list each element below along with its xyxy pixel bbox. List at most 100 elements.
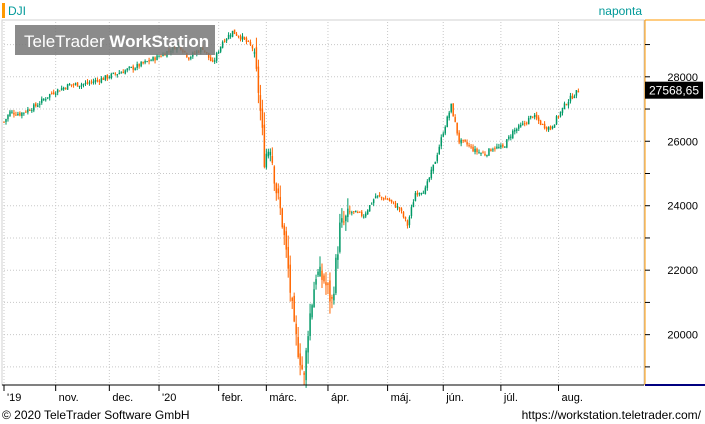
candle-body [112,72,115,74]
candle-body [41,98,43,103]
candle-body [120,72,123,74]
candle-body [382,197,385,200]
candle-body [478,152,480,154]
candle-body [351,212,353,214]
candle-body [518,125,520,129]
candle-body [309,313,311,337]
series-accent-bar [2,3,5,18]
candle-body [78,85,81,88]
candle-body [223,40,226,42]
watermark: TeleTrader WorkStation [24,32,209,51]
candle-body [150,60,152,62]
x-tick-label: febr. [222,392,243,404]
candle-body [412,202,415,208]
candle-body [251,45,254,49]
candle-body [124,70,126,74]
candle-body [543,123,546,129]
last-value-marker: 27568,65 [645,81,703,99]
candle-body [243,37,246,39]
candle-body [104,75,107,80]
candle-body [92,81,95,83]
candle-body [245,38,248,42]
candle-body [102,78,105,80]
candle-body [283,225,285,236]
candle-body [277,188,280,194]
candle-body [545,127,548,130]
candle-body [94,80,97,83]
candle-body [559,111,562,117]
x-tick-label: júl. [503,392,518,404]
candle-body [227,34,230,40]
series-title: DJI [8,4,26,18]
candle-body [339,222,341,252]
candle-body [361,211,363,216]
x-tick-label: nov. [59,392,79,404]
candle-body [331,296,333,299]
candle-body [319,266,321,277]
candle-body [257,66,260,93]
candle-body [148,60,150,62]
candle-body [160,56,162,58]
candle-body [215,52,218,61]
candle-body [68,84,71,86]
candle-body [293,295,295,322]
candle-body [474,148,476,152]
candle-body [569,95,572,102]
candle-body [267,151,270,157]
candle-body [498,146,500,148]
candle-body [470,146,472,148]
candle-body [134,68,136,71]
candle-body [408,217,411,226]
candle-body [349,211,351,213]
candle-body [144,60,146,63]
candle-body [17,113,19,116]
candle-body [442,133,444,137]
last-value-label: 27568,65 [649,84,699,98]
candle-body [188,57,190,60]
footer: © 2020 TeleTrader Software GmbH https://… [0,406,705,424]
candle-body [480,152,482,154]
candle-body [486,155,488,157]
candle-body [484,153,486,156]
candle-body [398,207,401,210]
website-link[interactable]: https://workstation.teletrader.com/ [521,408,701,422]
candle-body [355,210,357,213]
candle-body [565,104,568,106]
copyright-text: © 2020 TeleTrader Software GmbH [2,408,190,422]
candle-body [154,57,156,61]
candle-body [523,123,526,125]
candle-body [317,271,319,276]
candle-body [527,118,530,125]
candle-body [118,72,121,75]
candle-body [239,36,242,40]
candle-body [19,112,21,116]
candle-body [190,57,192,59]
candle-body [404,216,407,220]
candle-body [43,99,45,101]
candle-body [3,121,5,123]
candle-body [48,94,51,98]
candle-body [571,95,574,99]
last-value-box [645,81,703,99]
candle-body [33,104,35,111]
y-tick-label: 24000 [667,201,698,213]
candle-body [573,96,576,98]
candle-body [225,38,228,41]
candle-body [420,193,423,195]
candle-body [496,146,498,149]
candle-body [60,88,63,91]
gridlines [3,22,642,385]
candle-body [514,129,516,132]
candle-body [466,142,468,145]
candle-body [450,103,452,112]
candle-body [396,206,399,208]
candle-body [353,211,355,213]
candle-body [402,211,405,218]
candle-body [462,139,464,141]
candle-body [31,110,33,112]
candle-body [249,42,252,45]
watermark-box [15,25,215,55]
candle-body [529,115,532,118]
candle-body [406,220,409,226]
